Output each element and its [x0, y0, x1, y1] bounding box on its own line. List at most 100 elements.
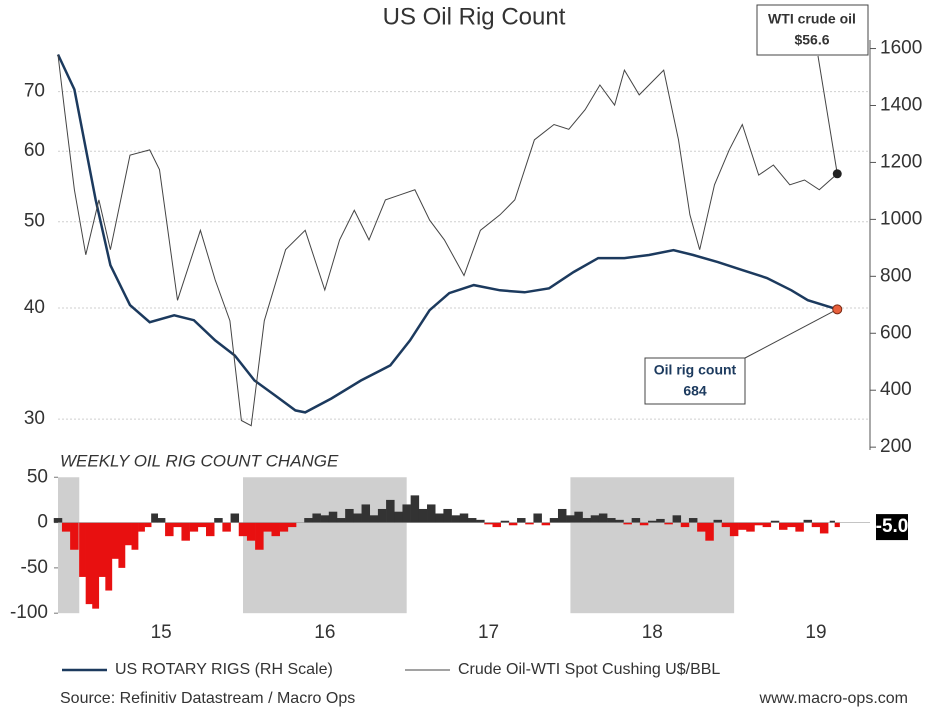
change-bar — [279, 522, 289, 532]
change-bar — [623, 522, 632, 525]
change-bar — [680, 522, 690, 528]
change-bar — [328, 511, 338, 523]
shaded-period — [58, 477, 80, 614]
change-bar — [476, 519, 485, 523]
change-bar — [795, 522, 804, 532]
callout-box — [644, 357, 746, 405]
change-bar — [525, 522, 534, 525]
x-tick-label: 17 — [478, 622, 499, 643]
y-tick-label: 60 — [24, 140, 45, 161]
change-bar — [79, 522, 86, 577]
change-bar — [312, 513, 321, 523]
shaded-period — [242, 477, 407, 614]
change-bar — [263, 522, 272, 532]
change-bar — [508, 522, 518, 526]
change-bar — [590, 515, 600, 523]
change-bar — [70, 522, 79, 550]
change-bar — [435, 513, 444, 523]
change-bar — [746, 522, 755, 532]
y2-tick-label: 600 — [880, 322, 912, 343]
change-bar — [181, 522, 190, 541]
legend-label: Crude Oil-WTI Spot Cushing U$/BBL — [458, 661, 720, 678]
callout-value: $56.6 — [794, 32, 829, 48]
change-bar — [287, 522, 297, 528]
change-bar — [834, 522, 840, 528]
change-bar — [500, 520, 510, 523]
change-bar — [566, 515, 575, 523]
change-bar — [105, 522, 113, 591]
change-bar — [271, 522, 280, 537]
change-bar — [484, 522, 493, 525]
y-tick-label: 50 — [24, 211, 45, 232]
change-bar — [811, 522, 821, 528]
y2-tick-label: 1400 — [880, 95, 922, 116]
change-bar — [451, 515, 461, 523]
change-bar — [549, 518, 559, 523]
change-bar — [138, 522, 145, 532]
change-bar — [410, 495, 420, 523]
series-line — [56, 53, 838, 414]
subtitle: WEEKLY OIL RIG COUNT CHANGE — [60, 451, 339, 470]
y2-tick-label: 1000 — [880, 208, 922, 229]
change-bar — [189, 522, 199, 532]
x-tick-label: 16 — [314, 622, 335, 643]
change-bar — [557, 508, 567, 523]
change-bar — [85, 522, 93, 605]
change-bar — [369, 515, 379, 523]
change-bar — [787, 522, 796, 528]
y-tick-label: 0 — [37, 512, 48, 533]
change-bar — [517, 518, 526, 523]
legend-label: US ROTARY RIGS (RH Scale) — [115, 661, 333, 678]
change-bar — [345, 508, 354, 523]
change-bar — [533, 513, 542, 523]
change-bar — [353, 513, 362, 523]
x-tick-label: 19 — [805, 622, 826, 643]
change-bar — [386, 499, 395, 523]
y-tick-label: 40 — [24, 297, 45, 318]
callout-line — [817, 55, 838, 174]
change-bar — [151, 513, 159, 523]
y2-tick-label: 1200 — [880, 151, 922, 172]
change-bar — [230, 513, 240, 523]
change-bar — [672, 515, 682, 523]
change-bar — [320, 515, 330, 523]
source: Source: Refinitiv Datastream / Macro Ops — [60, 690, 355, 707]
y-tick-label: 70 — [24, 81, 45, 102]
change-bar — [53, 518, 63, 523]
change-bar — [206, 522, 215, 537]
change-bar — [631, 518, 641, 523]
change-bar — [459, 513, 469, 523]
change-bar — [238, 522, 248, 537]
change-bar — [754, 522, 763, 526]
change-bar — [541, 522, 551, 526]
callout-text: WTI crude oil — [768, 11, 856, 27]
change-bar — [98, 522, 106, 577]
change-bar — [713, 519, 722, 523]
rig-dot — [832, 304, 843, 315]
change-bar — [639, 522, 649, 526]
change-bar — [61, 522, 71, 532]
change-bar — [165, 522, 174, 537]
change-bar — [197, 522, 207, 528]
change-bar — [829, 520, 835, 523]
change-bar — [377, 508, 387, 523]
y-tick-label: -50 — [21, 557, 48, 578]
change-bar — [615, 519, 624, 523]
website: www.macro-ops.com — [759, 690, 908, 707]
change-bar — [705, 522, 714, 541]
y-tick-label: -100 — [10, 602, 48, 623]
change-bar — [582, 518, 592, 523]
x-tick-label: 15 — [151, 622, 172, 643]
y2-tick-label: 800 — [880, 265, 912, 286]
y2-tick-label: 200 — [880, 436, 912, 457]
change-bar — [418, 508, 428, 523]
change-bar — [803, 519, 813, 523]
change-bar — [173, 522, 182, 528]
change-bar — [214, 518, 223, 523]
y-tick-label: 30 — [24, 408, 45, 429]
change-bar — [721, 522, 731, 528]
change-bar — [394, 511, 403, 523]
change-bar — [402, 504, 411, 523]
